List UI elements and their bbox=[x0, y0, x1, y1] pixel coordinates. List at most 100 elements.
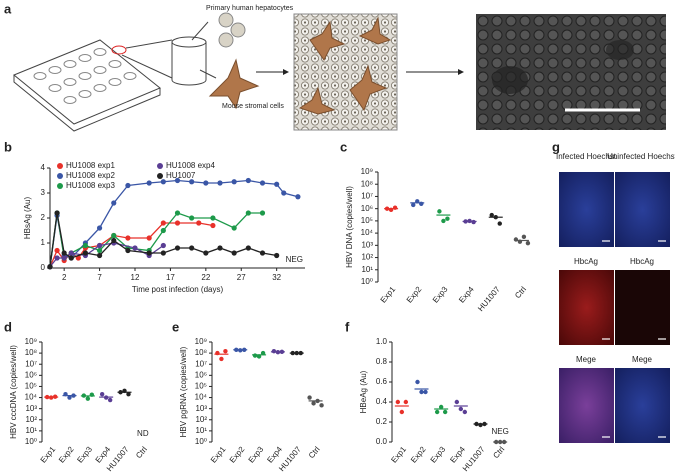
x-tick-label: Ctrl bbox=[491, 445, 506, 460]
data-point bbox=[82, 242, 89, 249]
data-point bbox=[471, 219, 476, 225]
y-tick-label: 2 bbox=[41, 213, 46, 222]
data-point bbox=[210, 222, 216, 229]
data-point bbox=[189, 179, 195, 185]
legend-label: HU1008 exp2 bbox=[66, 171, 115, 180]
data-point bbox=[223, 348, 228, 354]
x-tick-label: Exp1 bbox=[389, 444, 408, 464]
y-tick-label: 0.8 bbox=[376, 357, 388, 366]
data-point bbox=[259, 210, 266, 216]
data-point bbox=[462, 409, 468, 415]
panel-label: g bbox=[552, 139, 560, 154]
data-point bbox=[160, 250, 166, 256]
series-line bbox=[49, 212, 263, 267]
label-stromal: Mouse stromal cells bbox=[222, 103, 284, 110]
y-tick-label: 10¹ bbox=[361, 265, 373, 274]
data-point bbox=[174, 245, 181, 251]
y-tick-label: 10⁴ bbox=[25, 393, 38, 402]
annotation: NEG bbox=[286, 255, 303, 264]
data-point bbox=[210, 215, 216, 221]
data-point bbox=[497, 221, 502, 226]
image-title: Uninfected Hoechst bbox=[607, 152, 675, 161]
image bbox=[559, 270, 614, 345]
data-point bbox=[54, 210, 60, 216]
pointer bbox=[191, 21, 209, 41]
data-point bbox=[260, 350, 266, 356]
y-tick-label: 1.0 bbox=[376, 337, 388, 346]
legend-label: HU1007 bbox=[166, 171, 196, 180]
legend-marker bbox=[57, 173, 63, 179]
y-tick-label: 0.4 bbox=[376, 397, 388, 406]
data-point bbox=[445, 216, 450, 221]
data-point bbox=[411, 202, 416, 208]
data-point bbox=[111, 232, 117, 239]
y-tick-label: 10³ bbox=[25, 404, 37, 413]
data-point bbox=[146, 180, 152, 186]
data-point bbox=[245, 177, 251, 184]
data-point bbox=[68, 255, 74, 261]
data-point bbox=[174, 177, 181, 184]
micrograph-feature bbox=[606, 40, 634, 60]
image-title: Mege bbox=[632, 355, 653, 364]
data-point bbox=[259, 250, 266, 256]
data-point bbox=[111, 200, 117, 206]
y-tick-label: 10⁴ bbox=[195, 393, 208, 402]
data-point bbox=[419, 389, 424, 395]
x-tick-label: 17 bbox=[166, 273, 175, 282]
y-tick-label: 0 bbox=[41, 263, 46, 272]
data-point bbox=[125, 247, 131, 254]
y-tick-label: 10¹ bbox=[195, 426, 207, 435]
data-point bbox=[437, 209, 442, 214]
y-axis-label: HBV cccDNA (copies/well) bbox=[9, 345, 18, 439]
data-point bbox=[438, 404, 444, 410]
scale-bars bbox=[602, 240, 666, 438]
data-point bbox=[126, 392, 131, 397]
y-tick-label: 3 bbox=[41, 188, 46, 197]
data-point bbox=[441, 218, 446, 224]
legend-marker bbox=[57, 163, 63, 169]
x-tick-label: Exp3 bbox=[429, 444, 448, 464]
legend-label: HU1008 exp1 bbox=[66, 161, 115, 170]
well-plate-side bbox=[13, 75, 161, 132]
data-point bbox=[281, 190, 287, 196]
data-point bbox=[203, 250, 209, 256]
arrow-head bbox=[283, 69, 289, 75]
legend-label: HU1008 exp3 bbox=[66, 181, 115, 190]
data-point bbox=[75, 255, 81, 261]
data-point bbox=[54, 247, 60, 254]
x-tick-label: Ctrl bbox=[134, 445, 149, 460]
panel-a: a Primary human hepatocytes Mouse stroma… bbox=[4, 1, 666, 132]
data-point bbox=[399, 409, 405, 415]
y-tick-label: 10¹ bbox=[25, 426, 37, 435]
y-tick-label: 10² bbox=[195, 415, 207, 424]
y-tick-label: 10⁸ bbox=[361, 179, 373, 188]
data-point bbox=[111, 237, 117, 244]
hepatocyte bbox=[218, 32, 234, 48]
y-tick-label: 10⁰ bbox=[195, 437, 207, 446]
y-tick-label: 1 bbox=[41, 238, 46, 247]
panel-label: f bbox=[345, 319, 350, 334]
data-point bbox=[174, 220, 181, 226]
data-point bbox=[217, 180, 223, 186]
y-axis-label: HBV pgRNA (copies/well) bbox=[179, 346, 188, 437]
y-tick-label: 0.0 bbox=[376, 437, 388, 446]
y-tick-label: 10⁶ bbox=[25, 370, 37, 379]
data-point bbox=[415, 379, 420, 385]
image-title: HbcAg bbox=[630, 257, 654, 266]
x-tick-label: Exp2 bbox=[228, 444, 247, 464]
y-tick-label: 10⁸ bbox=[25, 348, 37, 357]
x-tick-label: Exp2 bbox=[57, 444, 76, 464]
data-point bbox=[274, 181, 280, 187]
coculture-illustration bbox=[293, 13, 398, 131]
image bbox=[615, 172, 670, 247]
panel-label: c bbox=[340, 139, 347, 154]
data-point bbox=[96, 225, 103, 231]
data-point bbox=[99, 392, 105, 397]
data-point bbox=[146, 250, 152, 256]
x-tick-label: Exp1 bbox=[39, 444, 58, 464]
data-point bbox=[85, 396, 91, 401]
data-point bbox=[489, 212, 494, 218]
legend-label: HU1008 exp4 bbox=[166, 161, 215, 170]
x-tick-label: Exp4 bbox=[457, 284, 476, 304]
stromal-cells bbox=[298, 16, 392, 115]
